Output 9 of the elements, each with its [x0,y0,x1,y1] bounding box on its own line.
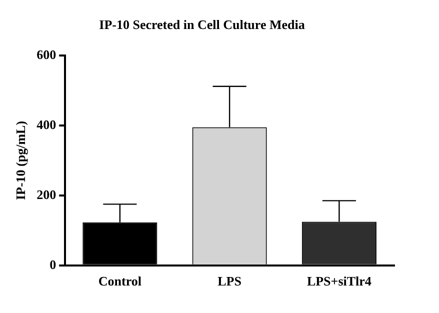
x-tick-label: LPS [218,274,242,289]
y-tick-label: 400 [36,116,56,132]
chart-title: IP-10 Secreted in Cell Culture Media [99,17,306,32]
y-tick-label: 0 [50,256,56,272]
y-tick-label: 200 [36,186,56,202]
x-tick-label: Control [98,274,142,289]
x-tick-label: LPS+siTlr4 [306,274,372,289]
y-tick-label: 600 [36,46,56,62]
y-axis-title: IP-10 (pg/mL) [13,120,28,200]
